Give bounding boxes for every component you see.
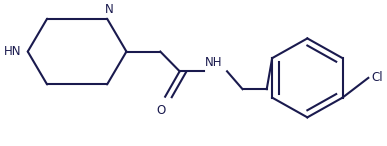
Text: O: O [157,104,166,117]
Text: NH: NH [205,56,222,69]
Text: N: N [104,3,113,16]
Text: HN: HN [3,45,21,58]
Text: Cl: Cl [371,71,383,84]
